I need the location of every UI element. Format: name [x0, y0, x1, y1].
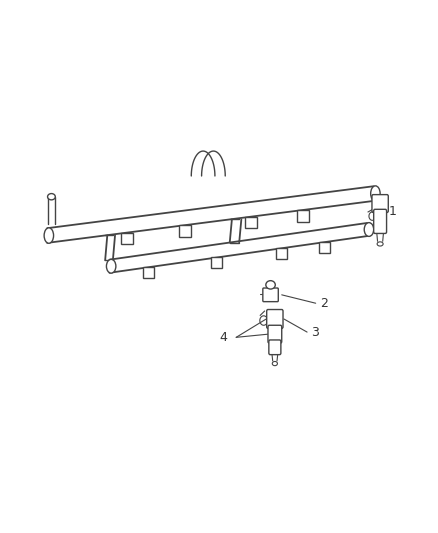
FancyBboxPatch shape: [142, 267, 154, 278]
FancyBboxPatch shape: [211, 257, 223, 268]
Ellipse shape: [266, 281, 276, 289]
FancyBboxPatch shape: [120, 233, 133, 244]
FancyBboxPatch shape: [372, 195, 389, 213]
FancyBboxPatch shape: [269, 340, 281, 354]
Text: 4: 4: [220, 331, 228, 344]
Ellipse shape: [272, 361, 277, 366]
FancyBboxPatch shape: [179, 225, 191, 237]
Ellipse shape: [106, 260, 116, 273]
Ellipse shape: [364, 223, 374, 237]
Ellipse shape: [371, 186, 380, 201]
Ellipse shape: [48, 193, 55, 200]
Ellipse shape: [44, 228, 53, 243]
Ellipse shape: [377, 242, 383, 246]
FancyBboxPatch shape: [245, 216, 257, 228]
FancyBboxPatch shape: [268, 325, 282, 343]
FancyBboxPatch shape: [297, 210, 309, 222]
FancyBboxPatch shape: [319, 242, 330, 253]
FancyBboxPatch shape: [276, 248, 287, 259]
FancyBboxPatch shape: [263, 288, 278, 302]
FancyBboxPatch shape: [374, 209, 387, 233]
Text: 2: 2: [320, 297, 328, 310]
Text: 3: 3: [311, 326, 319, 338]
Text: 1: 1: [389, 205, 396, 218]
FancyBboxPatch shape: [267, 310, 283, 328]
